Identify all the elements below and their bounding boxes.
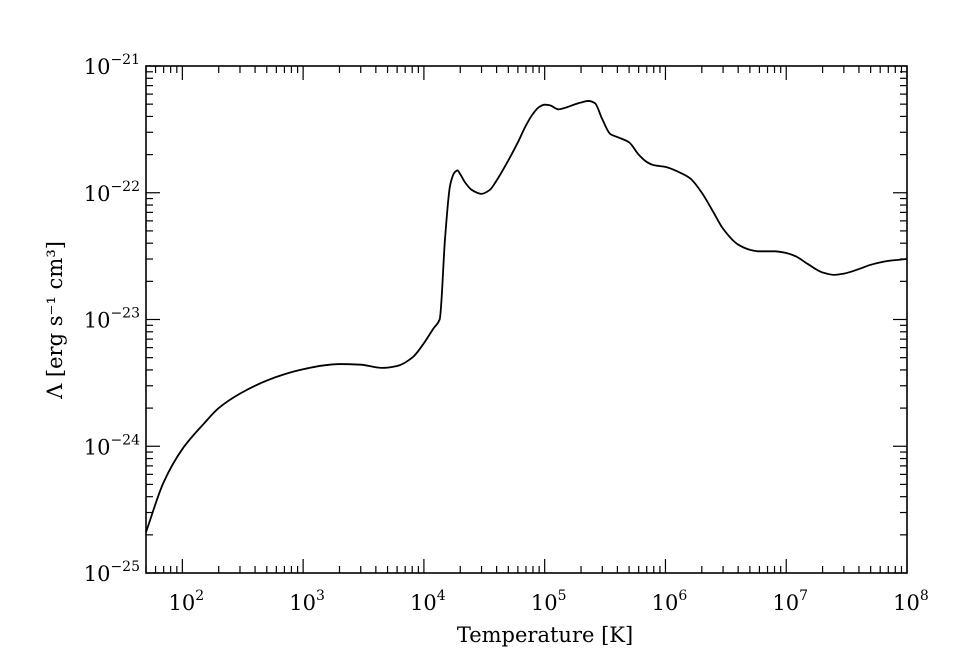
y-tick-label: 10−24 xyxy=(84,432,140,459)
ticks-layer xyxy=(145,65,908,574)
x-tick-label: 108 xyxy=(893,588,929,615)
series-line xyxy=(145,100,908,533)
y-tick-label: 10−23 xyxy=(84,306,140,333)
y-tick-label: 10−25 xyxy=(84,559,140,586)
y-tick-label: 10−22 xyxy=(84,179,140,206)
x-tick-label: 104 xyxy=(410,588,446,615)
y-axis-label: Λ [erg s⁻¹ cm³] xyxy=(43,241,67,400)
x-axis-label: Temperature [K] xyxy=(457,623,633,647)
tick-labels-layer: 102 103 104 105 106 107 108 10−25 10−24 10−23 10−2… xyxy=(84,52,929,615)
x-tick-label: 102 xyxy=(169,588,205,615)
x-tick-label: 105 xyxy=(531,588,567,615)
y-tick-label: 10−21 xyxy=(84,52,140,79)
x-tick-label: 106 xyxy=(652,588,688,615)
x-tick-label: 107 xyxy=(772,588,808,615)
x-tick-label: 103 xyxy=(289,588,325,615)
plot-frame xyxy=(145,65,908,574)
